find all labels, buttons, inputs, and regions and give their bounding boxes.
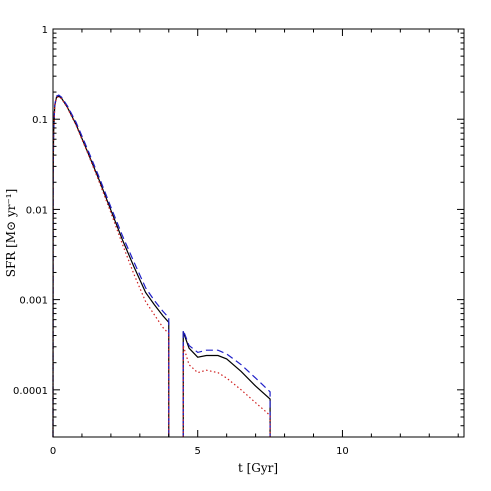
y-axis-label: SFR [M⊙ yr⁻¹] bbox=[4, 189, 18, 278]
x-tick-label: 0 bbox=[50, 446, 56, 457]
series-dotted-line-2 bbox=[182, 345, 271, 437]
series-layer bbox=[52, 94, 271, 438]
y-tick-label: 1 bbox=[42, 25, 48, 36]
x-axis-label: t [Gyr] bbox=[238, 461, 278, 475]
series-dashed-line-1 bbox=[52, 94, 170, 438]
series-dashed-line-2 bbox=[182, 329, 271, 437]
y-tick-label: 0.1 bbox=[32, 115, 48, 126]
x-tick-label: 5 bbox=[195, 446, 201, 457]
plot-frame bbox=[52, 28, 465, 438]
y-tick-label: 0.001 bbox=[19, 296, 48, 307]
y-tick-label: 0.0001 bbox=[13, 386, 48, 397]
series-solid-line-2 bbox=[182, 331, 271, 437]
y-tick-label: 0.01 bbox=[26, 205, 48, 216]
x-tick-label: 10 bbox=[336, 446, 349, 457]
series-solid-line-1 bbox=[52, 95, 170, 438]
ticks-layer: 0 5 10 0.0001 0.001 0.01 0.1 1 bbox=[13, 25, 464, 457]
series-dotted-line-1 bbox=[52, 95, 170, 438]
